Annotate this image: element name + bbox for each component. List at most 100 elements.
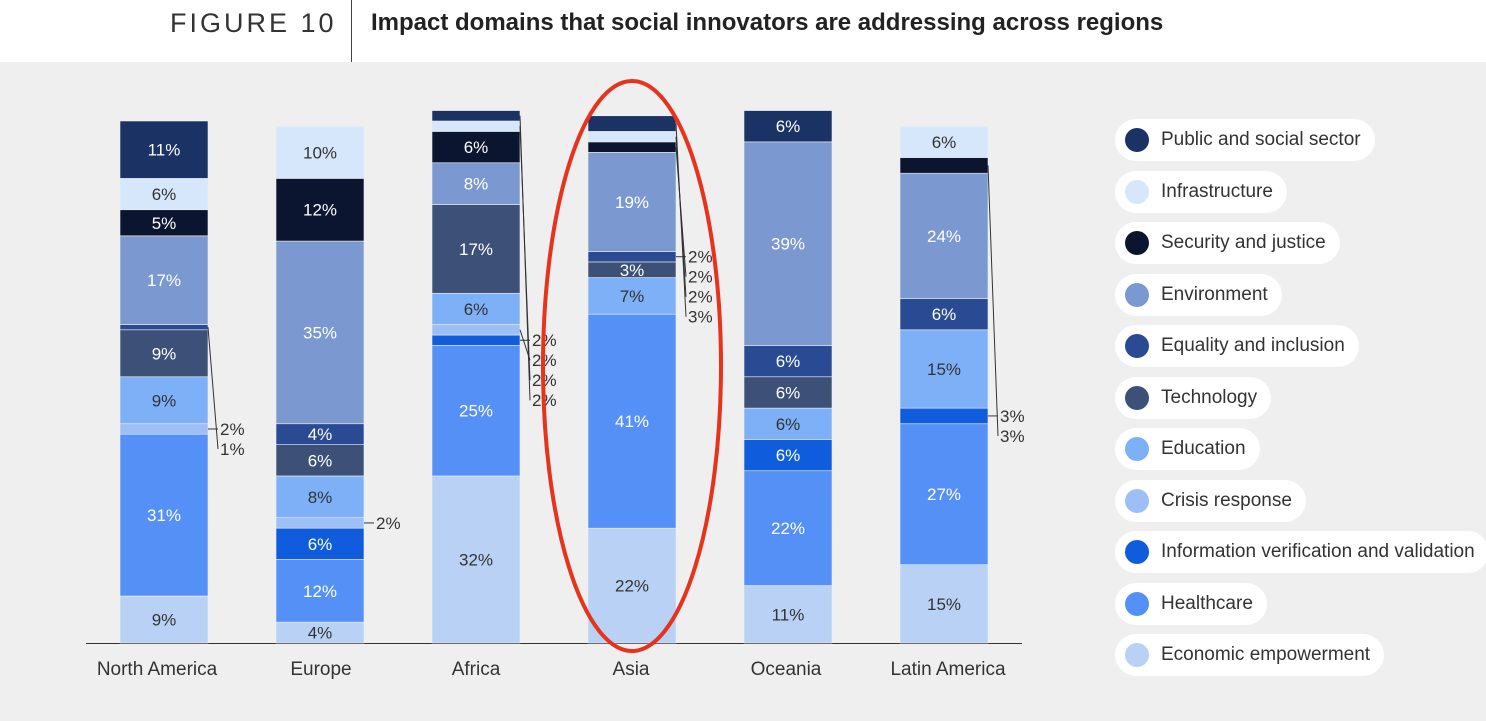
legend-swatch — [1125, 128, 1149, 152]
legend-item: Economic empowerment — [1115, 634, 1385, 676]
data-label: 6% — [776, 415, 801, 434]
legend-swatch — [1125, 334, 1149, 358]
bar-segment-oceania-information-verification-and-validation — [743, 439, 833, 472]
legend-label: Infrastructure — [1161, 180, 1273, 202]
legend-label: Information verification and validation — [1161, 541, 1475, 562]
data-label: 2% — [688, 268, 713, 287]
legend-label: Equality and inclusion — [1161, 335, 1345, 356]
bar-segment-asia-security-and-justice — [587, 141, 677, 153]
legend-swatch — [1125, 488, 1149, 513]
legend-label: Public and social sector — [1161, 129, 1361, 150]
bar-segment-latin-america-security-and-justice — [899, 157, 989, 174]
bar-segment-latin-america-environment — [899, 172, 989, 299]
data-label: 6% — [776, 383, 801, 402]
data-label: 1% — [220, 440, 245, 459]
data-label: 15% — [927, 360, 961, 379]
bar-segment-europe-technology — [275, 444, 365, 477]
data-label: 4% — [308, 425, 333, 444]
legend-label: Healthcare — [1161, 592, 1253, 614]
bar-segment-europe-healthcare — [275, 559, 365, 623]
data-label: 6% — [932, 133, 957, 152]
bar-segment-europe-crisis-response — [275, 517, 365, 529]
legend-item: Security and justice — [1115, 222, 1340, 264]
data-label: 7% — [620, 287, 645, 306]
legend-label: Technology — [1161, 386, 1258, 408]
bar-segment-oceania-technology — [743, 376, 833, 409]
bar-segment-asia-healthcare — [587, 313, 677, 529]
figure-header: FIGURE 10 Impact domains that social inn… — [0, 0, 1486, 62]
data-label: 4% — [308, 624, 333, 643]
bar-segment-north-america-technology — [119, 329, 209, 378]
bar-segment-africa-security-and-justice — [431, 131, 521, 164]
callout-line — [207, 327, 219, 450]
bar-segment-asia-infrastructure — [587, 131, 677, 143]
data-label: 2% — [688, 248, 713, 267]
highlight-ellipse — [541, 79, 723, 653]
data-label: 15% — [927, 595, 961, 614]
bar-segment-north-america-public-and-social-sector — [119, 120, 209, 179]
data-label: 5% — [152, 214, 177, 233]
bar-segment-africa-technology — [431, 204, 521, 294]
legend-swatch — [1125, 282, 1149, 307]
bar-segment-europe-infrastructure — [275, 125, 365, 179]
bar-segment-asia-education — [587, 277, 677, 315]
legend-label: Economic empowerment — [1161, 644, 1371, 665]
bar-segment-europe-information-verification-and-validation — [275, 527, 365, 560]
bar-segment-oceania-environment — [743, 141, 833, 346]
bar-segment-oceania-public-and-social-sector — [743, 110, 833, 143]
data-label: 6% — [152, 185, 177, 204]
bar-segment-africa-healthcare — [431, 345, 521, 477]
legend-label: Security and justice — [1161, 232, 1326, 253]
data-label: 6% — [932, 305, 957, 324]
data-label: 8% — [308, 488, 333, 507]
bar-segment-africa-information-verification-and-validation — [431, 334, 521, 346]
bar-segment-north-america-security-and-justice — [119, 209, 209, 237]
data-label: 10% — [303, 143, 337, 162]
bar-segment-asia-equality-and-inclusion — [587, 251, 677, 263]
data-label: 17% — [459, 240, 493, 259]
callout-line — [675, 123, 687, 317]
bar-segment-asia-public-and-social-sector — [587, 115, 677, 132]
data-label: 2% — [688, 288, 713, 307]
bar-segment-latin-america-healthcare — [899, 423, 989, 566]
legend-item: Infrastructure — [1115, 170, 1287, 213]
bar-segment-africa-economic-empowerment — [431, 475, 521, 644]
data-label: 22% — [771, 519, 805, 538]
legend-item: Healthcare — [1115, 582, 1267, 625]
figure-title: Impact domains that social innovators ar… — [371, 9, 1164, 36]
data-label: 19% — [615, 193, 649, 212]
data-label: 6% — [776, 446, 801, 465]
data-label: 6% — [464, 300, 489, 319]
legend-swatch — [1125, 231, 1149, 255]
bar-segment-oceania-healthcare — [743, 470, 833, 586]
data-label: 2% — [220, 420, 245, 439]
x-tick-label: Oceania — [751, 659, 822, 680]
data-label: 12% — [303, 201, 337, 220]
data-label: 11% — [772, 605, 805, 624]
bar-segment-europe-security-and-justice — [275, 178, 365, 242]
data-label: 12% — [303, 582, 337, 601]
data-label: 8% — [464, 175, 489, 194]
data-label: 17% — [147, 271, 181, 290]
header-divider — [351, 0, 352, 62]
data-label: 3% — [1000, 407, 1025, 426]
bar-segment-asia-economic-empowerment — [587, 527, 677, 644]
data-label: 27% — [927, 485, 961, 504]
x-tick-label: North America — [97, 659, 218, 680]
x-tick-label: Africa — [452, 659, 501, 680]
figure-label: FIGURE 10 — [170, 8, 337, 38]
data-label: 6% — [308, 451, 333, 470]
bar-segment-latin-america-education — [899, 329, 989, 409]
legend-item: Public and social sector — [1115, 119, 1375, 161]
data-label: 41% — [615, 412, 649, 431]
legend-label: Crisis response — [1161, 489, 1292, 511]
legend-item: Equality and inclusion — [1115, 325, 1359, 367]
data-label: 9% — [152, 611, 177, 630]
bar-segment-africa-infrastructure — [431, 120, 521, 132]
bar-segment-north-america-environment — [119, 235, 209, 325]
data-label: 3% — [620, 261, 645, 280]
data-label: 3% — [688, 308, 713, 327]
data-label: 31% — [147, 506, 181, 525]
bar-segment-oceania-education — [743, 407, 833, 440]
data-label: 2% — [376, 514, 401, 533]
